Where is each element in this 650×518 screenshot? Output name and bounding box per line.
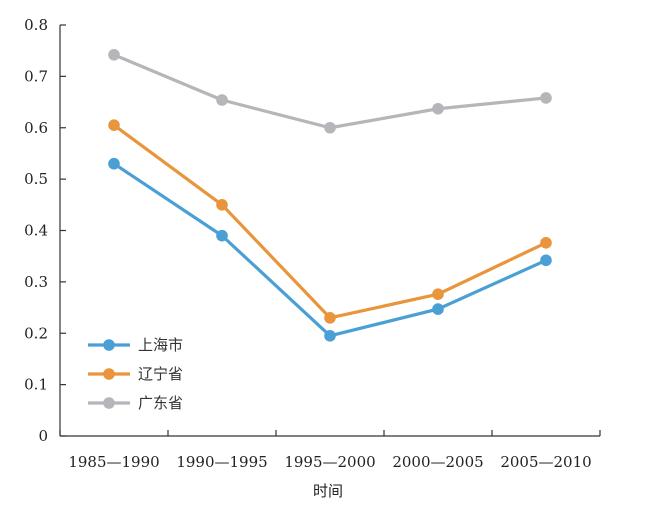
data-point <box>216 229 228 242</box>
data-point <box>540 237 552 249</box>
x-tick-label: 1990—1995 <box>176 453 267 471</box>
data-point <box>540 92 552 104</box>
data-point <box>324 330 336 342</box>
y-tick-label: 0.2 <box>24 324 48 342</box>
data-point <box>432 288 444 301</box>
data-point <box>324 312 336 324</box>
y-tick-label: 0.4 <box>24 222 48 240</box>
data-point <box>540 254 552 267</box>
series-line <box>113 162 547 338</box>
legend-swatch-marker <box>103 368 115 380</box>
x-tick-label: 2000—2005 <box>392 453 483 471</box>
data-point <box>108 48 120 61</box>
y-tick-label: 0 <box>38 427 48 445</box>
data-point <box>216 94 228 106</box>
series-line <box>113 53 547 130</box>
legend-label: 辽宁省 <box>138 365 183 383</box>
data-point <box>216 199 228 211</box>
data-point <box>432 102 444 115</box>
data-point <box>108 157 120 170</box>
legend-label: 广东省 <box>138 394 183 412</box>
legend-swatch-marker <box>103 397 115 409</box>
y-tick-label: 0.6 <box>24 119 48 137</box>
y-tick-label: 0.8 <box>24 16 48 34</box>
axes: 0 0.1 0.2 0.3 0.4 0.5 0.6 0.7 0.8 1985—1990 1990—1… <box>24 16 601 471</box>
x-tick-label: 1995—2000 <box>284 453 375 471</box>
legend-label: 上海市 <box>138 336 183 354</box>
data-point <box>432 303 444 315</box>
legend-swatch-marker <box>103 339 115 351</box>
series-layer <box>108 48 552 342</box>
x-tick-label: 1985—1990 <box>68 453 159 471</box>
y-tick-label: 0.5 <box>24 170 48 188</box>
data-point <box>324 121 336 134</box>
y-tick-label: 0.3 <box>24 273 48 291</box>
x-tick-label: 2005—2010 <box>500 453 591 471</box>
data-point <box>108 119 120 131</box>
x-axis-title: 时间 <box>313 482 343 500</box>
y-tick-label: 0.1 <box>24 376 48 394</box>
y-tick-label: 0.7 <box>24 67 48 85</box>
